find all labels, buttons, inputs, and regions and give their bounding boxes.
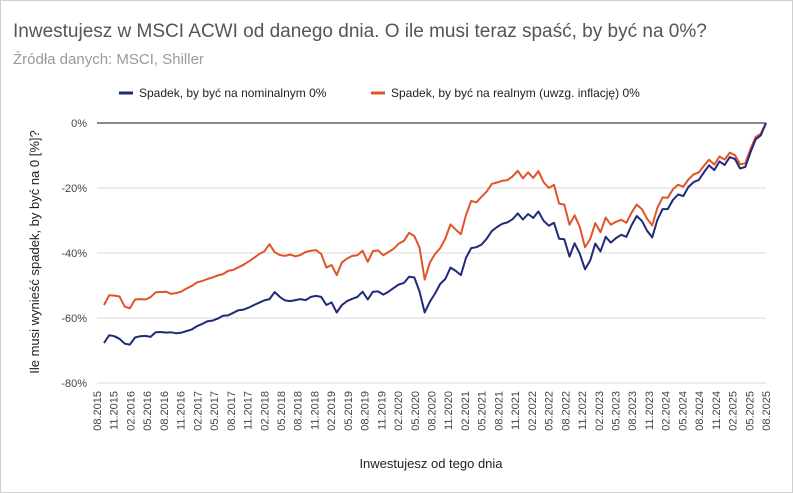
series-lines (103, 122, 767, 346)
x-tick-label: 05.2019 (343, 391, 355, 431)
x-tick-label: 08.2018 (293, 391, 305, 431)
x-tick-label: 02.2019 (326, 391, 338, 431)
x-tick-label: 02.2024 (661, 391, 673, 431)
x-tick-label: 11.2021 (510, 391, 522, 430)
series-line-nominal (103, 122, 767, 346)
x-tick-label: 02.2018 (259, 391, 271, 431)
x-tick-label: 02.2022 (527, 391, 539, 431)
x-tick-label: 05.2016 (142, 391, 154, 431)
x-tick-label: 08.2025 (761, 391, 773, 431)
x-tick-label: 05.2025 (744, 391, 756, 431)
x-tick-label: 08.2019 (360, 391, 372, 431)
y-tick-label: -60% (61, 313, 87, 325)
legend-label-real: Spadek, by być na realnym (uwzg. inflacj… (391, 86, 640, 100)
x-tick-label: 05.2022 (544, 391, 556, 431)
x-tick-label: 02.2016 (125, 391, 137, 431)
x-tick-label: 02.2017 (192, 391, 204, 431)
y-axis-title: Ile musi wynieść spadek, by być na 0 [%]… (27, 130, 42, 374)
x-axis-ticks: 08.2015 11.2015 02.2016 05.2016 08.2016 11.20… (92, 391, 773, 431)
chart-title: Inwestujesz w MSCI ACWI od danego dnia. … (13, 21, 707, 42)
x-tick-label: 11.2017 (243, 391, 255, 430)
x-tick-label: 11.2018 (309, 391, 321, 430)
x-tick-label: 02.2021 (460, 391, 472, 431)
x-tick-label: 11.2024 (711, 391, 723, 430)
y-tick-label: -40% (61, 248, 87, 260)
y-tick-label: 0% (71, 118, 87, 130)
legend: Spadek, by być na nominalnym 0% Spadek, … (119, 86, 640, 100)
x-tick-label: 11.2015 (109, 391, 121, 430)
x-tick-label: 05.2017 (209, 391, 221, 431)
x-tick-label: 05.2024 (677, 391, 689, 431)
y-axis-ticks: 0% -20% -40% -60% -80% (61, 118, 87, 390)
x-tick-label: 05.2021 (477, 391, 489, 431)
series-line-real (103, 122, 767, 310)
x-tick-label: 05.2020 (410, 391, 422, 431)
x-tick-label: 05.2018 (276, 391, 288, 431)
chart-subtitle: Źródła danych: MSCI, Shiller (13, 51, 204, 68)
y-tick-label: -80% (61, 378, 87, 390)
x-tick-label: 08.2023 (627, 391, 639, 431)
x-tick-label: 11.2023 (644, 391, 656, 430)
x-tick-label: 11.2016 (176, 391, 188, 430)
x-tick-label: 08.2022 (560, 391, 572, 431)
x-tick-label: 08.2024 (694, 391, 706, 431)
x-tick-label: 08.2015 (92, 391, 104, 431)
y-tick-label: -20% (61, 183, 87, 195)
gridlines (97, 122, 766, 384)
x-tick-label: 11.2020 (443, 391, 455, 430)
x-tick-label: 08.2021 (493, 391, 505, 431)
x-tick-label: 08.2020 (427, 391, 439, 431)
x-tick-label: 08.2016 (159, 391, 171, 431)
x-tick-label: 11.2022 (577, 391, 589, 430)
x-tick-label: 02.2023 (594, 391, 606, 431)
x-tick-label: 08.2017 (226, 391, 238, 431)
x-tick-label: 02.2020 (393, 391, 405, 431)
legend-label-nominal: Spadek, by być na nominalnym 0% (139, 86, 327, 100)
x-tick-label: 02.2025 (728, 391, 740, 431)
x-axis-title: Inwestujesz od tego dnia (359, 456, 503, 471)
x-tick-label: 11.2019 (376, 391, 388, 430)
x-tick-label: 05.2023 (610, 391, 622, 431)
